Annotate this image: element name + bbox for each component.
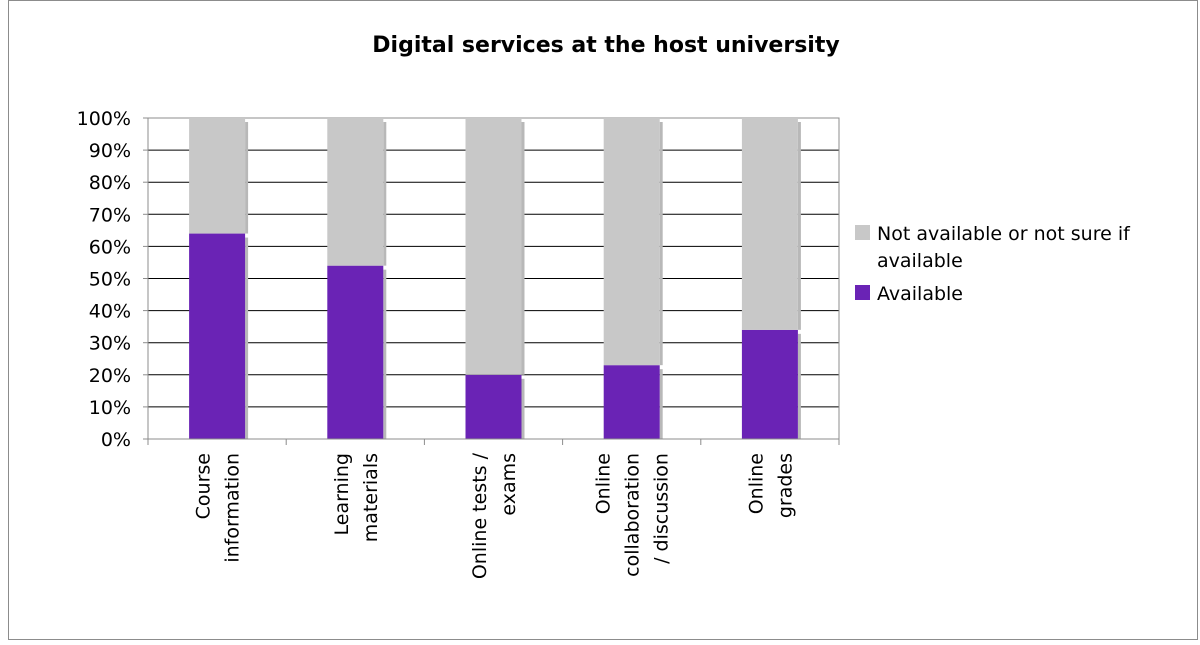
bar-not-available bbox=[741, 118, 798, 330]
y-tick-label: 80% bbox=[89, 172, 131, 194]
chart-svg: Digital services at the host university … bbox=[77, 33, 1131, 579]
x-tick-label: Course bbox=[193, 453, 215, 519]
y-tick-label: 40% bbox=[89, 301, 131, 323]
bar-not-available bbox=[189, 118, 246, 234]
y-tick-label: 50% bbox=[89, 269, 131, 291]
x-tick-label: Online bbox=[745, 453, 767, 514]
x-tick-label: information bbox=[222, 453, 244, 563]
legend-label: Available bbox=[877, 283, 963, 305]
bar-available bbox=[189, 233, 246, 439]
x-tick-label: Online bbox=[593, 453, 615, 514]
y-tick-label: 10% bbox=[89, 397, 131, 419]
legend-label: available bbox=[877, 250, 963, 272]
bar-available bbox=[465, 374, 522, 439]
y-tick-label: 90% bbox=[89, 140, 131, 162]
bar-shadow bbox=[659, 122, 663, 366]
bar-shadow bbox=[245, 122, 249, 234]
x-tick-label: exams bbox=[498, 453, 520, 516]
bar-shadow bbox=[797, 333, 801, 439]
x-tick-label: Online tests / bbox=[469, 452, 491, 579]
bar-shadow bbox=[521, 122, 525, 375]
bar-shadow bbox=[383, 269, 387, 439]
bar-available bbox=[603, 365, 660, 439]
y-tick-label: 20% bbox=[89, 365, 131, 387]
bar-not-available bbox=[327, 118, 384, 266]
y-tick-label: 0% bbox=[101, 429, 131, 451]
y-tick-label: 60% bbox=[89, 236, 131, 258]
x-tick-label: grades bbox=[774, 453, 796, 518]
legend-swatch bbox=[855, 225, 870, 240]
bar-not-available bbox=[465, 118, 522, 375]
x-tick-label: materials bbox=[360, 453, 382, 542]
x-tick-label: collaboration bbox=[622, 453, 644, 577]
bar-shadow bbox=[383, 122, 387, 266]
x-tick-label: / discussion bbox=[651, 453, 673, 564]
bar-shadow bbox=[659, 369, 663, 439]
y-tick-label: 100% bbox=[77, 108, 131, 130]
bar-available bbox=[327, 265, 384, 439]
plot-area: 0% 10% 20% 30% 40% 50% 60% 70% 80% 90% 100% Course i… bbox=[77, 108, 840, 579]
bar-not-available bbox=[603, 118, 660, 366]
legend-label: Not available or not sure if bbox=[877, 223, 1131, 245]
bar-shadow bbox=[521, 378, 525, 439]
y-tick-label: 70% bbox=[89, 204, 131, 226]
legend: Not available or not sure if available Ava… bbox=[855, 223, 1131, 305]
legend-swatch bbox=[855, 285, 870, 300]
chart-frame: Digital services at the host university … bbox=[8, 0, 1198, 640]
y-tick-label: 30% bbox=[89, 333, 131, 355]
x-tick-label: Learning bbox=[331, 453, 353, 536]
bar-shadow bbox=[245, 237, 249, 439]
chart-title: Digital services at the host university bbox=[372, 33, 839, 58]
bar-available bbox=[741, 329, 798, 439]
bar-shadow bbox=[797, 122, 801, 330]
